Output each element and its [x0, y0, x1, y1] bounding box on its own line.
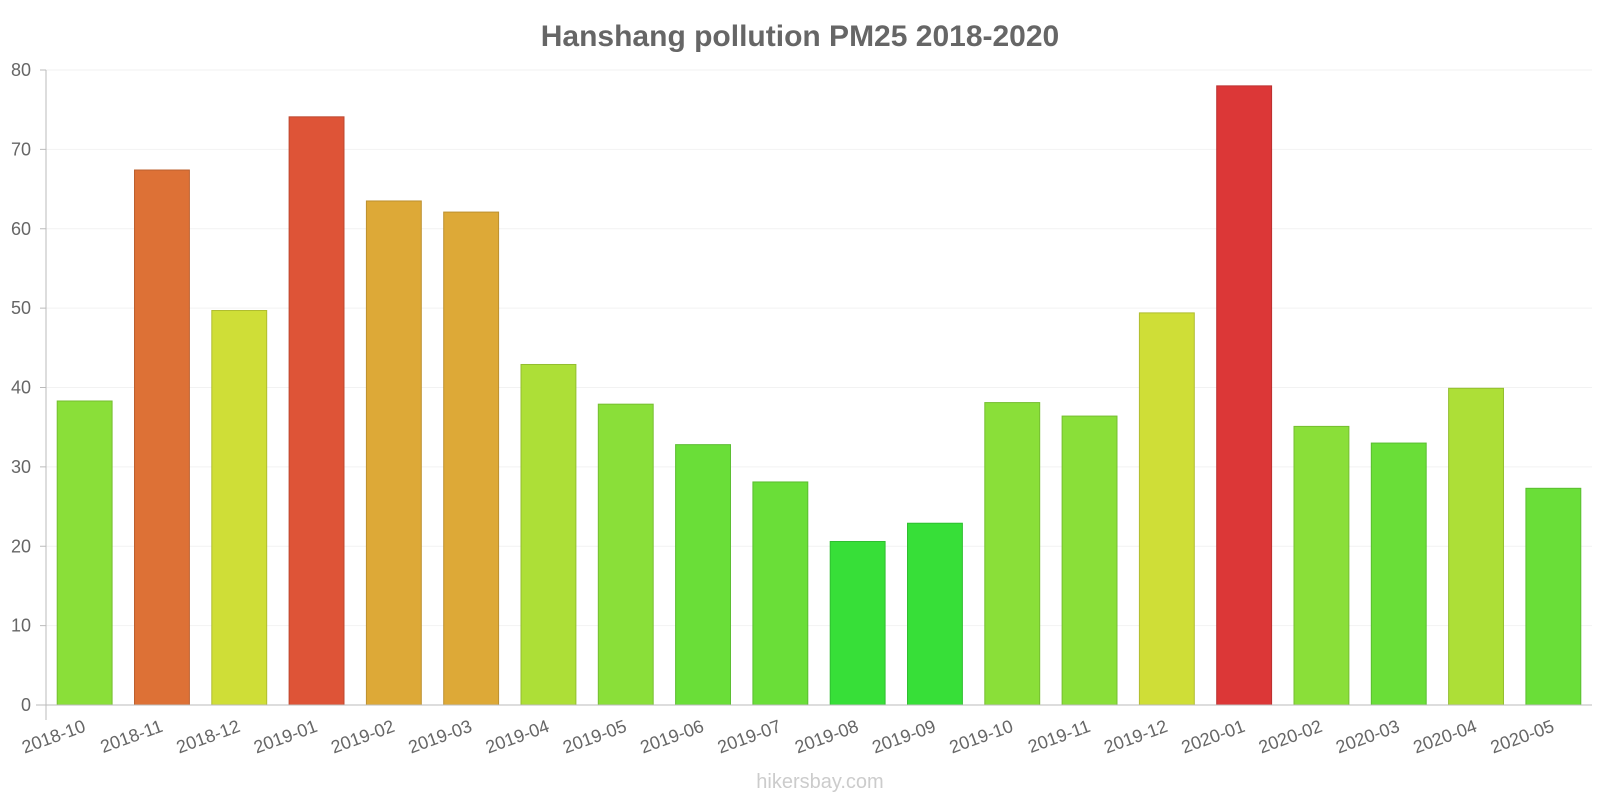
bar[interactable] [365, 200, 422, 706]
x-tick-label: 2020-04 [1410, 716, 1479, 757]
axis-layer [36, 69, 1592, 720]
watermark: hikersbay.com [756, 771, 883, 793]
x-tick-label: 2018-12 [174, 716, 243, 757]
x-tick-label: 2019-07 [715, 716, 784, 757]
bar[interactable] [520, 363, 577, 706]
bar[interactable] [288, 116, 345, 706]
x-tick-label: 2019-03 [406, 716, 475, 757]
bar[interactable] [1061, 415, 1118, 706]
y-tick-label: 60 [11, 219, 31, 239]
x-tick-label: 2019-06 [637, 716, 706, 757]
bar[interactable] [211, 310, 268, 706]
bar[interactable] [56, 400, 113, 706]
x-tick-label: 2019-10 [947, 716, 1016, 757]
y-tick-label: 70 [11, 139, 31, 159]
bar[interactable] [984, 402, 1041, 706]
bars-layer [56, 85, 1582, 706]
x-tick-label: 2019-05 [560, 716, 629, 757]
x-tick-label: 2020-02 [1256, 716, 1325, 757]
x-tick-label: 2018-11 [98, 716, 166, 757]
x-tick-label: 2019-11 [1025, 716, 1093, 757]
x-tick-label: 2019-04 [483, 716, 552, 757]
bar[interactable] [1370, 442, 1427, 706]
bar[interactable] [907, 522, 963, 706]
bar[interactable] [443, 211, 500, 706]
y-tick-label: 50 [11, 298, 31, 318]
x-tick-label: 2019-08 [792, 716, 861, 757]
bar[interactable] [1293, 425, 1350, 706]
bar[interactable] [1448, 387, 1504, 706]
bar[interactable] [829, 540, 886, 706]
y-tick-label: 10 [11, 616, 31, 636]
y-tick-label: 0 [21, 695, 31, 715]
x-tick-label: 2019-01 [251, 716, 320, 757]
bar[interactable] [752, 481, 809, 706]
bar[interactable] [134, 169, 190, 706]
x-tick-label: 2019-12 [1101, 716, 1170, 757]
bar[interactable] [675, 444, 731, 706]
x-tick-label: 2019-02 [328, 716, 397, 757]
y-tick-label: 30 [11, 457, 31, 477]
x-tick-label: 2020-03 [1333, 716, 1402, 757]
grid-layer [46, 69, 1592, 706]
bar[interactable] [1216, 85, 1273, 706]
x-axis-labels: 2018-10 2018-11 2018-12 2019-01 2019-02 2019-… [19, 716, 1557, 757]
y-axis-labels: 0 10 20 30 40 50 60 70 80 [11, 60, 31, 715]
y-tick-label: 40 [11, 378, 31, 398]
bar[interactable] [597, 403, 654, 706]
bar[interactable] [1525, 487, 1582, 706]
bar[interactable] [1138, 312, 1195, 706]
y-tick-label: 80 [11, 60, 31, 80]
x-tick-label: 2018-10 [19, 716, 88, 757]
y-tick-label: 20 [11, 536, 31, 556]
x-tick-label: 2019-09 [869, 716, 938, 757]
x-tick-label: 2020-01 [1179, 716, 1248, 757]
chart-title: Hanshang pollution PM25 2018-2020 [541, 20, 1059, 53]
x-tick-label: 2020-05 [1488, 716, 1557, 757]
